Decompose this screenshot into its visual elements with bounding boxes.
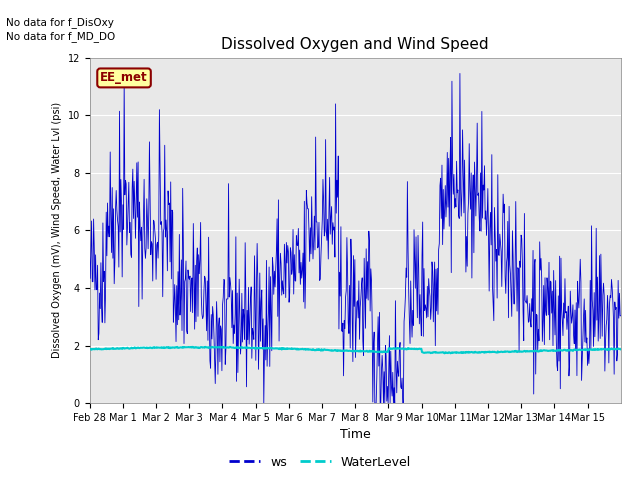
Text: No data for f_DisOxy: No data for f_DisOxy	[6, 17, 115, 28]
Text: EE_met: EE_met	[100, 72, 148, 84]
Y-axis label: Dissolved Oxygen (mV), Wind Speed, Water Lvl (psi): Dissolved Oxygen (mV), Wind Speed, Water…	[52, 102, 62, 359]
Text: No data for f_MD_DO: No data for f_MD_DO	[6, 31, 116, 42]
Legend: ws, WaterLevel: ws, WaterLevel	[224, 451, 416, 474]
Title: Dissolved Oxygen and Wind Speed: Dissolved Oxygen and Wind Speed	[221, 37, 489, 52]
X-axis label: Time: Time	[340, 429, 371, 442]
